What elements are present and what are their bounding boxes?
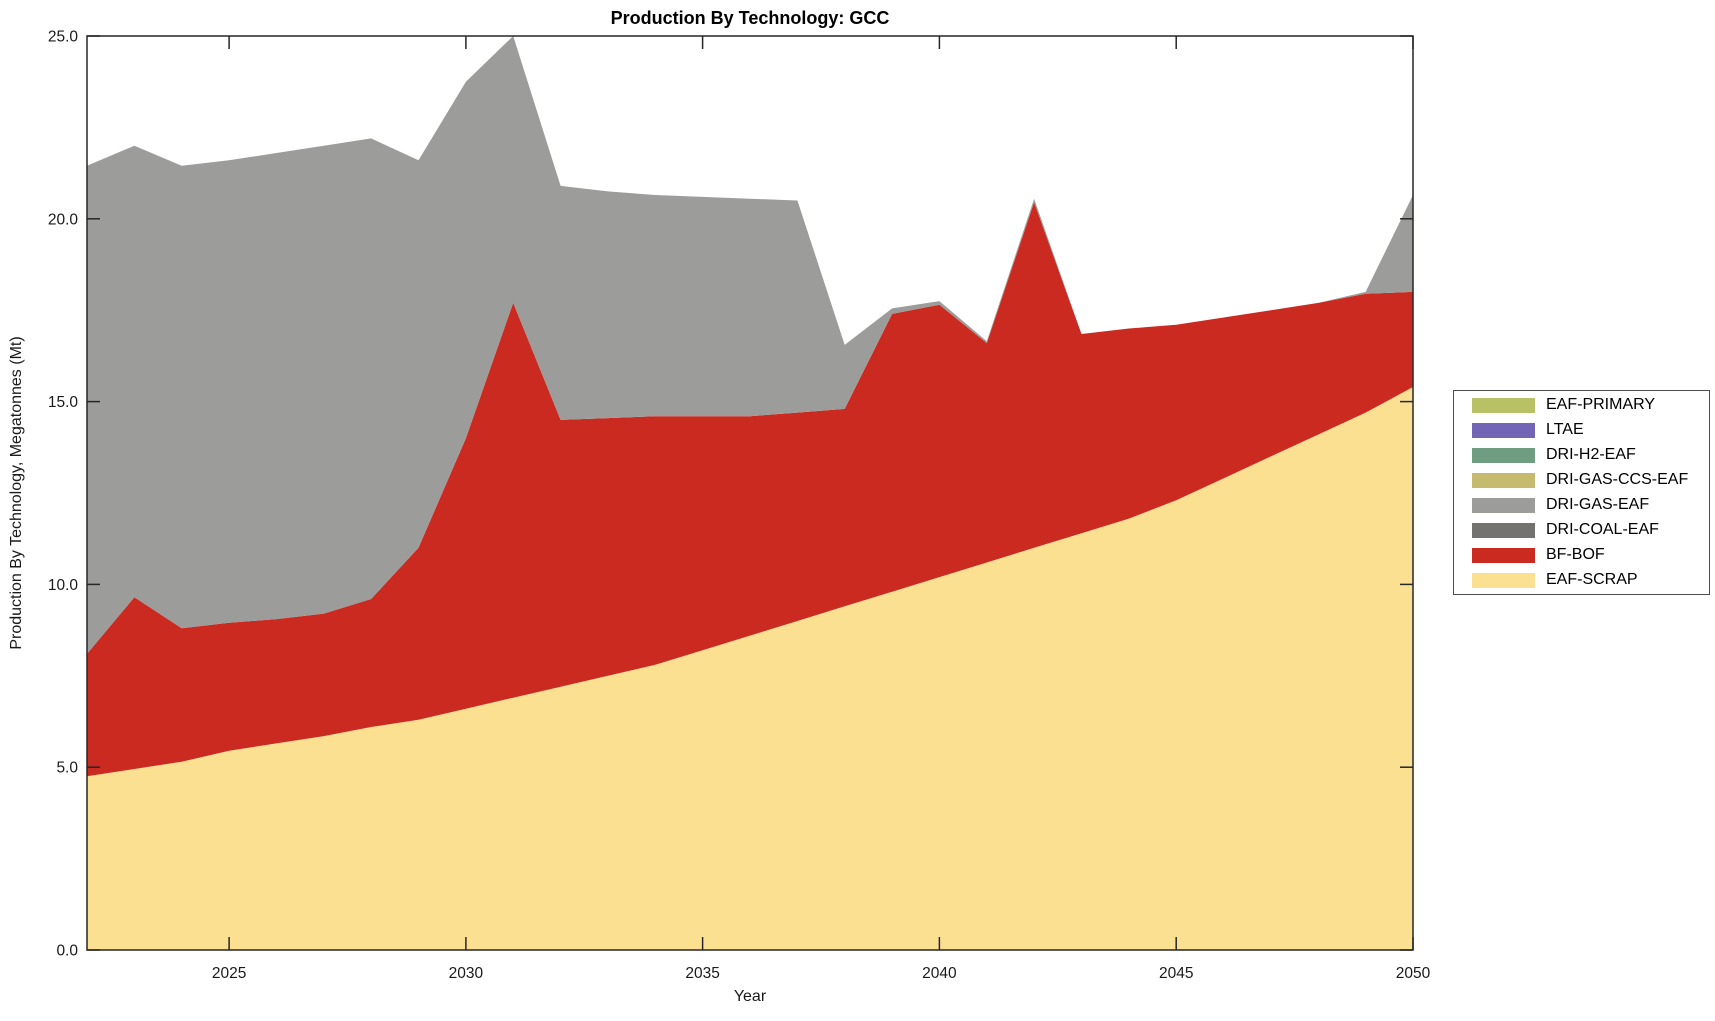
axes-box: [86, 35, 1414, 951]
legend-item-dri-gas-eaf: DRI-GAS-EAF: [1472, 496, 1709, 514]
area-bf-bof: [87, 202, 1413, 777]
y-tick-label: 5.0: [56, 760, 78, 777]
x-tick-label: 2030: [449, 965, 484, 982]
y-tick-label: 25.0: [48, 29, 79, 46]
legend-item-dri-h2-eaf: DRI-H2-EAF: [1472, 446, 1709, 464]
legend-label: DRI-GAS-EAF: [1546, 496, 1650, 513]
legend-swatch-icon: [1472, 497, 1535, 513]
x-tick-label: 2045: [1159, 965, 1193, 982]
y-tick-label: 0.0: [56, 943, 78, 960]
legend-label: EAF-PRIMARY: [1546, 396, 1656, 413]
legend-swatch-icon: [1472, 547, 1535, 563]
legend-item-dri-coal-eaf: DRI-COAL-EAF: [1472, 521, 1709, 539]
legend-item-eaf-primary: EAF-PRIMARY: [1472, 396, 1709, 414]
legend-item-dri-gas-ccs-eaf: DRI-GAS-CCS-EAF: [1472, 471, 1709, 489]
legend-item-bf-bof: BF-BOF: [1472, 546, 1709, 564]
legend-label: DRI-H2-EAF: [1546, 446, 1636, 463]
legend-label: DRI-GAS-CCS-EAF: [1546, 471, 1689, 488]
x-tick-label: 2025: [212, 965, 246, 982]
area-eaf-scrap: [87, 387, 1413, 950]
legend: EAF-PRIMARY LTAE DRI-H2-EAF DRI-GAS-CCS-EAF…: [1453, 390, 1710, 595]
legend-swatch-icon: [1472, 572, 1535, 588]
x-tick-label: 2040: [922, 965, 957, 982]
legend-item-ltae: LTAE: [1472, 421, 1709, 439]
x-axis-label: Year: [733, 988, 767, 1005]
area-dri-gas-eaf: [87, 36, 1413, 654]
legend-label: EAF-SCRAP: [1546, 571, 1638, 588]
legend-swatch-icon: [1472, 522, 1535, 538]
y-tick-label: 10.0: [48, 577, 79, 594]
legend-swatch-icon: [1472, 397, 1535, 413]
chart-title: Production By Technology: GCC: [610, 8, 890, 28]
legend-swatch-icon: [1472, 447, 1535, 463]
legend-swatch-icon: [1472, 472, 1535, 488]
x-tick-label: 2050: [1396, 965, 1431, 982]
y-tick-label: 20.0: [48, 211, 79, 228]
legend-label: BF-BOF: [1546, 546, 1605, 563]
legend-label: LTAE: [1546, 421, 1584, 438]
legend-item-eaf-scrap: EAF-SCRAP: [1472, 571, 1709, 589]
y-tick-label: 15.0: [48, 394, 79, 411]
legend-label: DRI-COAL-EAF: [1546, 521, 1659, 538]
x-tick-label: 2035: [685, 965, 719, 982]
legend-swatch-icon: [1472, 422, 1535, 438]
